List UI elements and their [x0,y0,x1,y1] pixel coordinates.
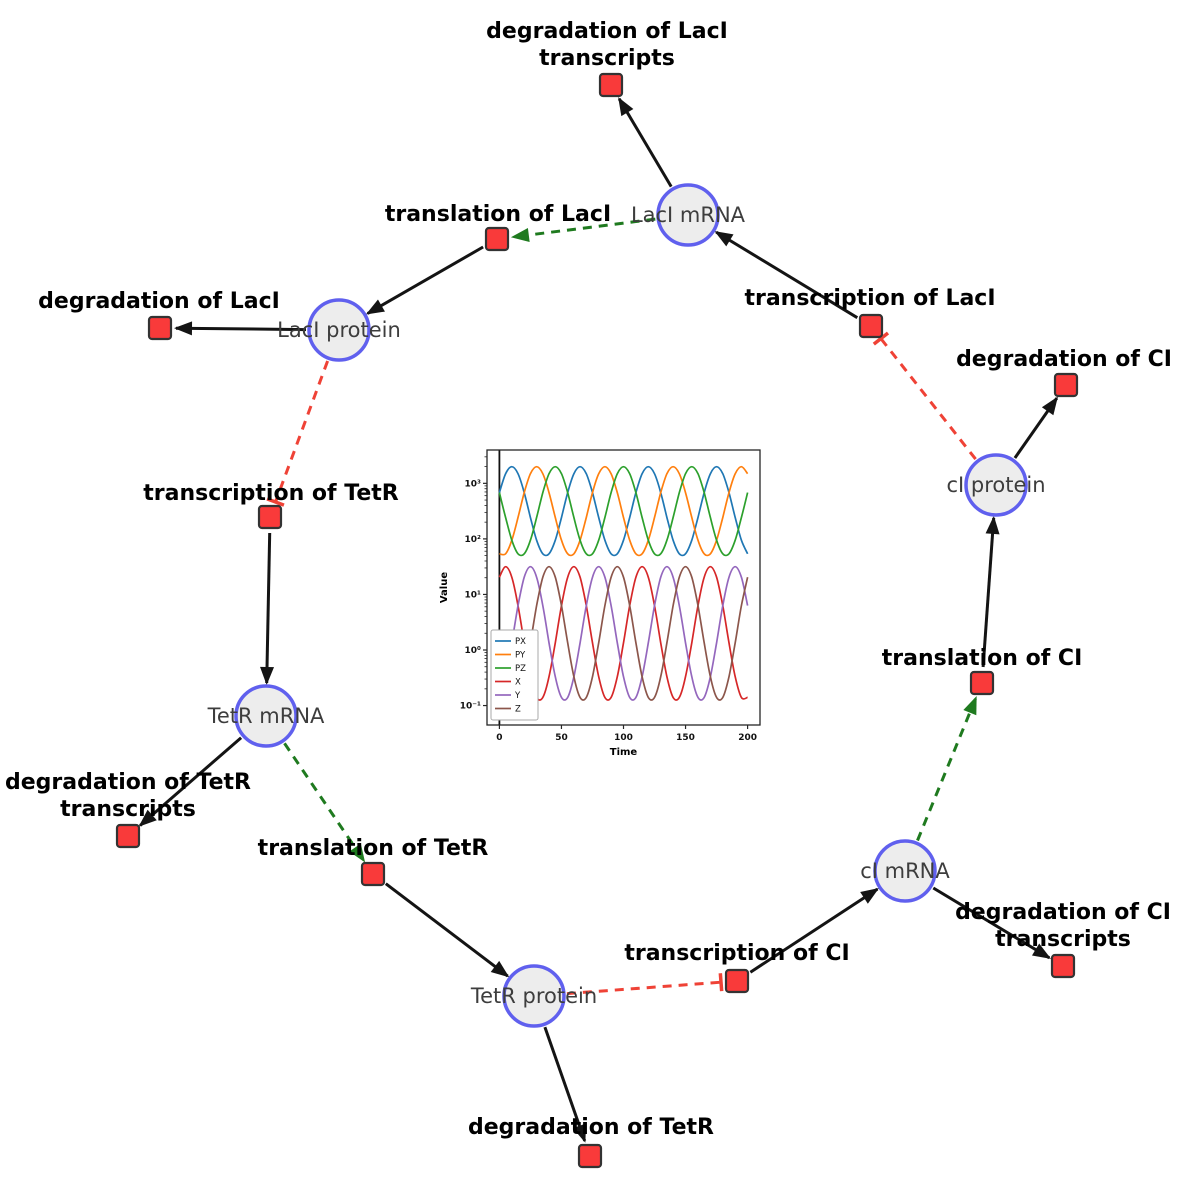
edge-inhibition-tetr-protein-to-transcription-ci [566,973,724,996]
reaction-label-transcription-ci: transcription of CI [624,941,849,966]
reaction-label-line: degradation of CI [956,347,1172,372]
species-node-laci-mrna [656,183,720,247]
edge-production-translation-ci-to-ci-protein [981,515,1000,668]
reaction-node-transcription-tetr [257,504,283,530]
chart-legend-box [490,629,539,721]
reaction-label-line: translation of CI [882,646,1083,671]
y-tick-label: 10³ [465,479,482,489]
reaction-label-line: transcripts [539,46,675,71]
y-tick-label: 10⁰ [465,646,482,656]
chart-series-PZ [498,465,749,557]
reaction-label-line: translation of LacI [385,202,611,227]
chart-series-Y [498,565,749,701]
edge-modifier-laci-mrna-to-translation-laci [510,217,656,242]
species-node-ci-mrna [873,839,937,903]
reaction-label-line: degradation of TetR [468,1115,714,1140]
x-tick-label: 100 [614,733,633,743]
species-label-laci-protein: LacI protein [277,318,401,342]
edge-production-translation-laci-to-laci-protein [365,245,484,315]
edge-modifier-tetr-mrna-to-translation-tetr [283,742,366,863]
chart-legend: PX PY PZ XYZ [490,629,539,721]
reaction-label-line: transcripts [60,797,196,822]
reaction-label-deg-laci-transcripts: degradation of LacI transcripts [486,19,728,71]
edge-consumption-laci-protein-to-deg-laci [174,321,307,336]
reaction-node-deg-tetr [577,1143,603,1169]
reaction-label-line: degradation of CI [955,900,1171,925]
reaction-node-deg-laci-transcripts [598,72,624,98]
legend-label-Z: Z [515,705,521,715]
species-label-tetr-mrna: TetR mRNA [207,704,325,728]
reaction-node-deg-ci [1053,372,1079,398]
edge-production-transcription-laci-to-laci-mrna [714,230,859,319]
reaction-label-line: degradation of TetR [5,770,251,795]
nodes-layer: LacI mRNA LacI protein TetR mRNA TetR prote… [5,19,1172,1169]
reaction-label-deg-tetr-transcripts: degradation of TetR transcripts [5,770,251,822]
edge-consumption-ci-protein-to-deg-ci [1013,396,1059,459]
species-node-laci-protein [307,298,371,362]
legend-label-PX: PX [515,637,526,647]
reaction-node-transcription-laci [858,313,884,339]
species-node-tetr-mrna [234,684,298,748]
edge-consumption-tetr-protein-to-deg-tetr [543,1026,587,1143]
legend-label-Y: Y [514,691,521,701]
reaction-label-line: degradation of LacI [38,289,280,314]
reaction-label-line: transcription of LacI [744,286,995,311]
legend-label-PZ: PZ [515,664,526,674]
chart-series-X [498,565,748,701]
reaction-label-transcription-tetr: transcription of TetR [143,481,399,506]
x-tick-label: 200 [738,733,757,743]
chart-series-Z [498,565,749,701]
x-axis-label: Time [610,747,638,758]
reaction-label-line: transcription of CI [624,941,849,966]
species-label-ci-protein: cI protein [946,473,1045,497]
reaction-label-deg-ci: degradation of CI [956,347,1172,372]
edge-modifier-ci-mrna-to-translation-ci [916,695,978,842]
reaction-label-translation-laci: translation of LacI [385,202,611,227]
x-tick-label: 0 [496,733,502,743]
x-tick-label: 50 [555,733,568,743]
species-node-ci-protein [964,453,1028,517]
edge-consumption-tetr-mrna-to-deg-tetr-transcripts [138,736,243,827]
reaction-label-line: transcription of TetR [143,481,399,506]
reaction-label-line: transcripts [995,927,1131,952]
edge-production-translation-tetr-to-tetr-protein [384,882,510,978]
reaction-label-deg-ci-transcripts: degradation of CI transcripts [955,900,1171,952]
inset-plot: 0 50 100 150 20010⁻¹10⁰10¹10²10³TimeValuePXP… [425,434,798,789]
reaction-label-deg-tetr: degradation of TetR [468,1115,714,1140]
legend-label-PY: PY [515,651,526,661]
reaction-node-translation-tetr [360,861,386,887]
reaction-node-translation-laci [484,226,510,252]
reaction-node-deg-tetr-transcripts [115,823,141,849]
chart-series-PY [499,465,749,557]
y-tick-label: 10² [465,535,482,545]
reaction-label-translation-tetr: translation of TetR [258,836,489,861]
reaction-node-translation-ci [969,670,995,696]
reaction-label-transcription-laci: transcription of LacI [744,286,995,311]
edge-consumption-ci-mrna-to-deg-ci-transcripts [932,886,1052,960]
chart-series-PX [498,465,749,557]
edge-production-transcription-ci-to-ci-mrna [749,887,880,974]
edge-consumption-laci-mrna-to-deg-laci-transcripts [617,97,673,188]
species-label-tetr-protein: TetR protein [470,984,597,1008]
edge-production-transcription-tetr-to-tetr-mrna [260,532,275,685]
species-label-ci-mrna: cI mRNA [860,859,950,883]
y-tick-label: 10⁻¹ [460,702,481,712]
reaction-node-deg-laci [147,315,173,341]
reaction-label-deg-laci: degradation of LacI [38,289,280,314]
species-label-laci-mrna: LacI mRNA [631,203,746,227]
reaction-label-line: translation of TetR [258,836,489,861]
reaction-node-transcription-ci [724,968,750,994]
legend-label-X: X [515,678,521,688]
reaction-label-line: degradation of LacI [486,19,728,44]
y-axis-label: Value [439,572,450,603]
edges-layer [138,97,1059,1143]
y-tick-label: 10¹ [465,590,482,600]
species-node-tetr-protein [502,964,566,1028]
reaction-label-translation-ci: translation of CI [882,646,1083,671]
reaction-node-deg-ci-transcripts [1050,953,1076,979]
x-tick-label: 150 [676,733,695,743]
